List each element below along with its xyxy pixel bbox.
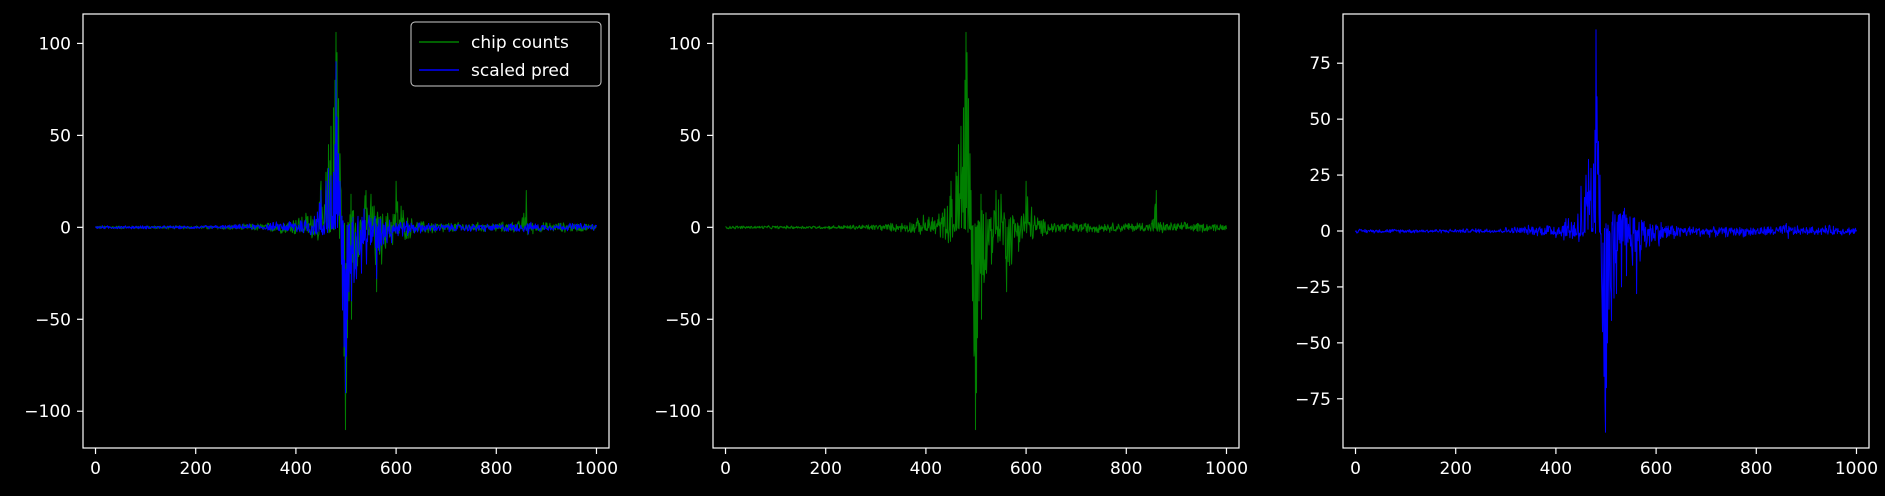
x-tick-label: 200: [1439, 459, 1471, 479]
y-tick-label: −50: [665, 310, 701, 330]
x-tick-label: 600: [1640, 459, 1672, 479]
legend: chip counts scaled pred: [410, 21, 602, 87]
x-tick-label: 200: [179, 459, 211, 479]
x-tick-label: 200: [809, 459, 841, 479]
plot-area: [725, 31, 1227, 431]
x-tick-label: 1000: [575, 459, 618, 479]
x-tick-label: 800: [1740, 459, 1772, 479]
axes-frame: [82, 13, 610, 449]
y-tick-label: 0: [1320, 222, 1331, 242]
legend-label: chip counts: [471, 33, 569, 53]
x-tick-label: 1000: [1835, 459, 1878, 479]
plot-area: [1355, 29, 1857, 433]
y-tick-label: −100: [654, 402, 701, 422]
y-tick-label: −75: [1295, 390, 1331, 410]
y-tick-label: −25: [1295, 278, 1331, 298]
x-tick-label: 400: [1540, 459, 1572, 479]
x-tick-label: 0: [720, 459, 731, 479]
y-tick-label: 50: [679, 126, 701, 146]
x-tick-label: 400: [280, 459, 312, 479]
y-tick-label: 0: [690, 218, 701, 238]
x-tick-label: 600: [380, 459, 412, 479]
x-tick-label: 600: [1010, 459, 1042, 479]
y-tick-label: 25: [1309, 166, 1331, 186]
legend-label: scaled pred: [471, 61, 570, 81]
y-tick-label: −100: [24, 402, 71, 422]
plot-area: [95, 31, 597, 431]
x-tick-label: 1000: [1205, 459, 1248, 479]
x-tick-label: 800: [1110, 459, 1142, 479]
x-tick-label: 800: [480, 459, 512, 479]
y-tick-label: 0: [60, 218, 71, 238]
y-tick-label: 75: [1309, 54, 1331, 74]
y-tick-label: 100: [39, 34, 71, 54]
y-tick-label: 50: [49, 126, 71, 146]
x-tick-label: 0: [90, 459, 101, 479]
subplot-2: 0 200 400 600 800 1000 −100 −50 0 50 100: [654, 13, 1248, 479]
y-tick-label: 50: [1309, 110, 1331, 130]
y-tick-label: −50: [1295, 334, 1331, 354]
y-tick-label: −50: [35, 310, 71, 330]
y-tick-label: 100: [669, 34, 701, 54]
x-tick-label: 0: [1350, 459, 1361, 479]
subplot-3: 0 200 400 600 800 1000 −75 −50 −25 0 25 50 75: [1295, 13, 1878, 479]
axes-frame: [712, 13, 1240, 449]
x-tick-label: 400: [910, 459, 942, 479]
series-line-1: [1355, 29, 1857, 433]
series-line-1: [725, 31, 1227, 431]
series-line-2: [95, 61, 597, 394]
subplot-1: 0 200 400 600 800 1000 −100 −50 0 50 100 chip count…: [24, 13, 618, 479]
